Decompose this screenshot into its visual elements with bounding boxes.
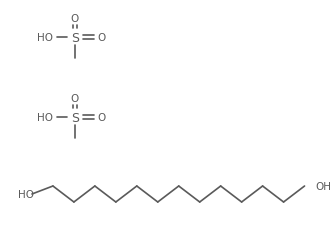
Text: O: O — [71, 14, 79, 24]
Text: HO: HO — [18, 189, 34, 199]
Text: OH: OH — [316, 181, 332, 191]
Text: S: S — [71, 31, 79, 44]
Text: HO: HO — [37, 112, 53, 123]
Text: HO: HO — [37, 33, 53, 43]
Text: O: O — [98, 112, 106, 123]
Text: S: S — [71, 111, 79, 124]
Text: O: O — [98, 33, 106, 43]
Text: O: O — [71, 94, 79, 104]
